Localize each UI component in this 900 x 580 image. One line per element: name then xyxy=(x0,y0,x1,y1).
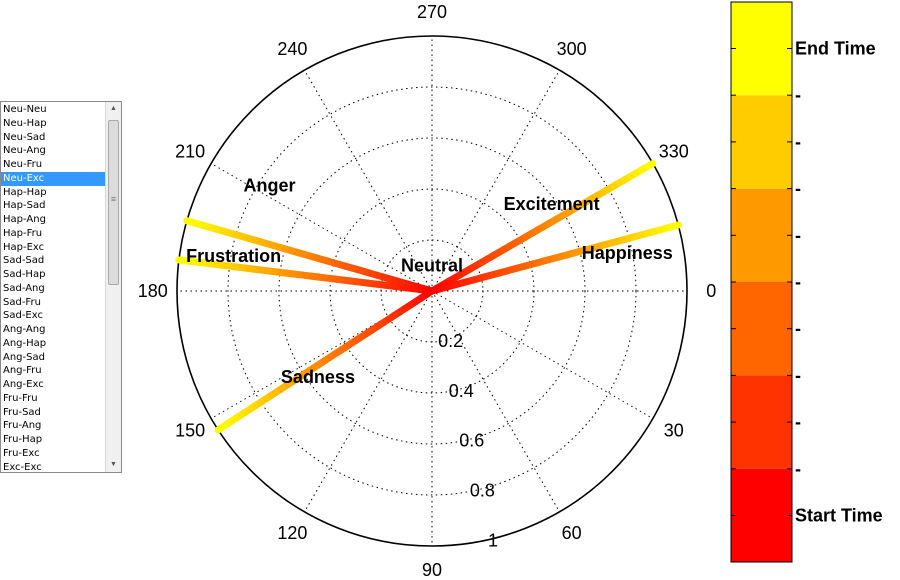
angle-tick-label: 210 xyxy=(175,141,205,161)
list-item[interactable]: Ang-Ang xyxy=(3,324,46,335)
emotion-label: Frustration xyxy=(186,246,281,266)
radial-tick-label: 0.2 xyxy=(438,331,463,351)
colorbar-tick-label: - xyxy=(795,319,801,339)
emotion-label: Sadness xyxy=(281,367,355,387)
colorbar-segment xyxy=(731,282,792,376)
series-segment xyxy=(214,422,227,434)
colorbar-tick-label: - xyxy=(795,272,801,292)
angle-tick-label: 180 xyxy=(138,281,168,301)
list-item[interactable]: Neu-Sad xyxy=(3,131,46,143)
colorbar-segment xyxy=(731,188,792,282)
series-line xyxy=(214,287,436,434)
colorbar-tick-label: - xyxy=(795,225,801,245)
list-item[interactable]: Neu-Hap xyxy=(3,117,47,129)
list-item[interactable]: Sad-Hap xyxy=(3,269,46,280)
series-line xyxy=(428,221,682,295)
list-item[interactable]: Neu-Neu xyxy=(3,104,47,115)
emotion-label: Happiness xyxy=(582,243,673,263)
list-item[interactable]: Sad-Exc xyxy=(3,310,43,322)
angle-tick-label: 30 xyxy=(664,421,684,441)
list-item[interactable]: Ang-Fru xyxy=(3,365,42,377)
radial-ring xyxy=(278,137,586,445)
list-item[interactable]: Ang-Exc xyxy=(3,379,44,390)
pair-listbox[interactable]: Neu-Neu Neu-Hap Neu-Sad Neu-Ang Neu-Fru Neu-E… xyxy=(0,101,122,473)
angle-tick-label: 0 xyxy=(706,281,716,301)
list-item[interactable]: Sad-Ang xyxy=(3,282,45,294)
radial-tick-label: 1 xyxy=(488,530,498,550)
list-item[interactable]: Sad-Sad xyxy=(3,255,45,267)
angle-spoke xyxy=(431,290,560,513)
series-segment xyxy=(183,217,197,226)
series-line xyxy=(183,217,436,295)
emotion-label: Excitement xyxy=(504,194,600,214)
scroll-up-icon[interactable]: ▲ xyxy=(110,105,117,112)
list-item[interactable]: Neu-Ang xyxy=(3,145,46,157)
series-line xyxy=(428,160,657,295)
pair-list-items: Neu-Neu Neu-Hap Neu-Sad Neu-Ang Neu-Fru Neu-E… xyxy=(1,103,106,473)
radial-ring xyxy=(227,86,637,496)
list-item[interactable]: Neu-Exc xyxy=(1,171,106,186)
colorbar-segment xyxy=(731,2,792,96)
colorbar-segment xyxy=(731,95,792,189)
radial-ring xyxy=(329,188,535,394)
chart-labels: 0 30 60 90 120 150 180 210 240 270 300 330 0.2 0.4 0.6… xyxy=(138,2,716,580)
colorbar-tick-label: - xyxy=(795,179,801,199)
polar-grid xyxy=(176,35,688,547)
radial-tick-label: 0.4 xyxy=(449,381,474,401)
angle-tick-label: 300 xyxy=(557,39,587,59)
list-item[interactable]: Fru-Exc xyxy=(3,447,40,459)
colorbar-segment xyxy=(731,468,792,562)
angle-tick-label: 90 xyxy=(422,560,442,580)
colorbar-segment xyxy=(731,375,792,469)
emotion-label: Neutral xyxy=(401,256,463,276)
scrollbar-thumb[interactable]: ≡ xyxy=(108,120,119,285)
series-segment xyxy=(175,256,189,265)
colorbar-tick-label: End Time xyxy=(795,39,876,59)
scrollbar-grip-icon: ≡ xyxy=(110,194,117,204)
series-segment xyxy=(668,221,682,231)
list-item[interactable]: Fru-Fru xyxy=(3,392,38,404)
colorbar-tick-label: - xyxy=(795,412,801,432)
list-item[interactable]: Exc-Exc xyxy=(3,461,42,473)
list-item[interactable]: Hap-Exc xyxy=(3,241,45,253)
scroll-down-icon[interactable]: ▼ xyxy=(110,461,117,468)
colorbar-tick-label: - xyxy=(795,365,801,385)
list-item[interactable]: Fru-Sad xyxy=(3,406,41,418)
angle-tick-label: 330 xyxy=(659,141,689,161)
list-item[interactable]: Ang-Sad xyxy=(3,351,45,363)
colorbar: Start Time - - - - - - - - - End Time xyxy=(730,1,883,563)
colorbar-tick-label: - xyxy=(795,132,801,152)
angle-tick-label: 120 xyxy=(277,523,307,543)
colorbar-tick-label: Start Time xyxy=(795,506,883,526)
angle-tick-label: 60 xyxy=(562,523,582,543)
angle-tick-label: 150 xyxy=(175,421,205,441)
list-item[interactable]: Hap-Hap xyxy=(3,186,47,198)
list-item[interactable]: Sad-Fru xyxy=(3,296,41,308)
angle-spoke xyxy=(304,290,433,513)
series-segment xyxy=(643,160,657,171)
listbox-scrollbar[interactable]: ▲ ≡ ▼ xyxy=(105,102,121,472)
list-item[interactable]: Hap-Sad xyxy=(3,200,46,212)
list-item[interactable]: Fru-Ang xyxy=(3,420,42,432)
radial-ring xyxy=(176,35,688,547)
radial-tick-label: 0.8 xyxy=(470,481,495,501)
list-item[interactable]: Ang-Hap xyxy=(3,337,47,349)
list-item[interactable]: Fru-Hap xyxy=(3,434,43,445)
list-item[interactable]: Hap-Fru xyxy=(3,227,43,239)
angle-tick-label: 270 xyxy=(417,2,447,22)
emotion-label: Anger xyxy=(243,175,295,195)
colorbar-tick-label: - xyxy=(795,85,801,105)
radial-tick-label: 0.6 xyxy=(459,431,484,451)
colorbar-tick-label: - xyxy=(795,459,801,479)
chart-series xyxy=(175,160,682,434)
angle-tick-label: 240 xyxy=(277,39,307,59)
list-item[interactable]: Hap-Ang xyxy=(3,214,46,225)
list-item[interactable]: Neu-Fru xyxy=(3,159,43,170)
